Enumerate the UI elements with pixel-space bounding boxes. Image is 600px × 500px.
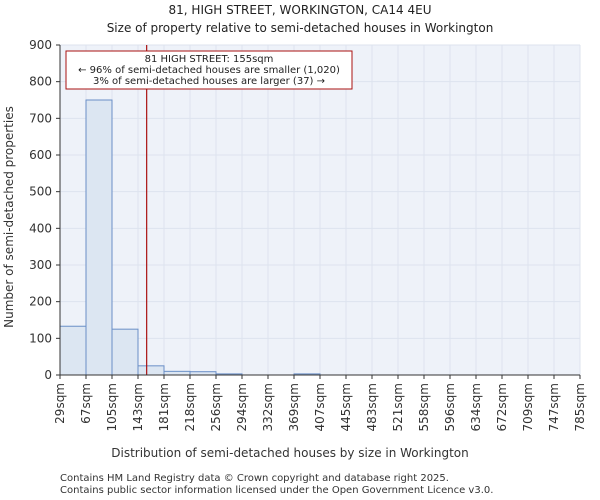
x-axis-label: Distribution of semi-detached houses by … bbox=[111, 446, 469, 460]
x-tick-label: 332sqm bbox=[261, 383, 275, 431]
y-tick-label: 500 bbox=[29, 185, 52, 199]
x-tick-label: 483sqm bbox=[365, 383, 379, 431]
x-tick-label: 558sqm bbox=[417, 383, 431, 431]
x-tick-label: 709sqm bbox=[521, 383, 535, 431]
y-tick-label: 700 bbox=[29, 111, 52, 125]
y-tick-label: 900 bbox=[29, 38, 52, 52]
y-tick-label: 400 bbox=[29, 221, 52, 235]
x-tick-label: 143sqm bbox=[131, 383, 145, 431]
histogram-bar bbox=[111, 328, 139, 376]
x-tick-label: 445sqm bbox=[339, 383, 353, 431]
x-tick-label: 105sqm bbox=[105, 383, 119, 431]
x-tick-label: 67sqm bbox=[79, 383, 93, 424]
x-tick-label: 672sqm bbox=[495, 383, 509, 431]
annotation-smaller: ← 96% of semi-detached houses are smalle… bbox=[78, 65, 340, 76]
y-tick-label: 200 bbox=[29, 295, 52, 309]
x-tick-label: 29sqm bbox=[53, 383, 67, 424]
chart-title-line2: Size of property relative to semi-detach… bbox=[107, 21, 494, 35]
y-tick-label: 800 bbox=[29, 75, 52, 89]
y-tick-label: 300 bbox=[29, 258, 52, 272]
x-tick-label: 256sqm bbox=[209, 383, 223, 431]
x-tick-label: 181sqm bbox=[157, 383, 171, 431]
x-tick-label: 218sqm bbox=[183, 383, 197, 431]
footer-line-2: Contains public sector information licen… bbox=[60, 485, 494, 496]
x-tick-label: 785sqm bbox=[573, 383, 587, 431]
annotation-title: 81 HIGH STREET: 155sqm bbox=[145, 54, 274, 65]
histogram-bar bbox=[85, 99, 113, 376]
annotation-box bbox=[65, 50, 353, 90]
y-tick-label: 600 bbox=[29, 148, 52, 162]
x-tick-label: 294sqm bbox=[235, 383, 249, 431]
x-tick-label: 407sqm bbox=[313, 383, 327, 431]
x-tick-label: 369sqm bbox=[287, 383, 301, 431]
histogram-bar bbox=[59, 325, 87, 376]
x-tick-label: 747sqm bbox=[547, 383, 561, 431]
annotation-larger: 3% of semi-detached houses are larger (3… bbox=[93, 76, 325, 87]
y-axis-label: Number of semi-detached properties bbox=[2, 106, 16, 328]
x-tick-label: 596sqm bbox=[443, 383, 457, 431]
y-tick-label: 100 bbox=[29, 331, 52, 345]
y-tick-label: 0 bbox=[44, 368, 52, 382]
x-tick-label: 634sqm bbox=[469, 383, 483, 431]
histogram-bar bbox=[163, 370, 191, 376]
footer-line-1: Contains HM Land Registry data © Crown c… bbox=[60, 473, 449, 484]
x-tick-label: 521sqm bbox=[391, 383, 405, 431]
chart-title-line1: 81, HIGH STREET, WORKINGTON, CA14 4EU bbox=[169, 3, 432, 17]
histogram-bar bbox=[137, 365, 165, 376]
